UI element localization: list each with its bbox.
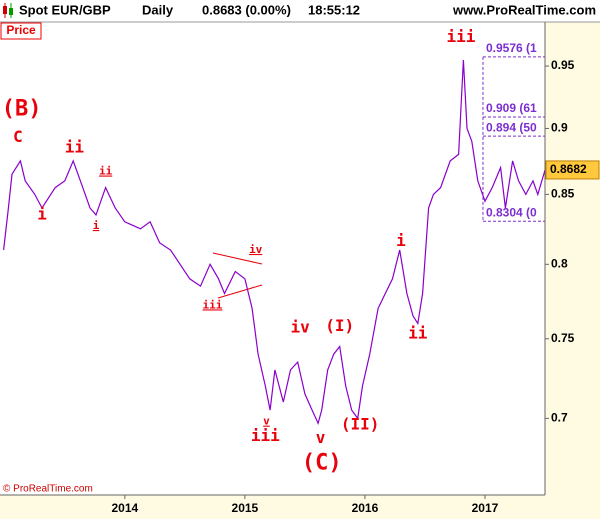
level-label: 0.9576 (1 — [486, 41, 537, 55]
x-tick-label: 2017 — [472, 501, 499, 515]
copyright: © ProRealTime.com — [3, 484, 93, 495]
wave-label: ii — [408, 324, 428, 343]
wave-label: i — [37, 204, 47, 223]
last-value-box — [545, 160, 600, 180]
wave-label: (C) — [302, 451, 342, 476]
wave-label: (B) — [2, 96, 42, 121]
header-bar — [0, 0, 600, 22]
wave-label: iii — [447, 27, 476, 46]
time: 18:55:12 — [308, 2, 360, 17]
wave-label: iv — [290, 318, 310, 337]
wave-label: (II) — [341, 414, 380, 433]
wave-label: iv — [249, 243, 263, 256]
quote: 0.8683 (0.00%) — [202, 2, 291, 17]
symbol: Spot EUR/GBP — [19, 2, 111, 17]
level-label: 0.894 (50 — [486, 120, 537, 134]
wave-label: C — [13, 127, 23, 146]
wave-label: iii — [251, 426, 280, 445]
x-tick-label: 2014 — [111, 501, 138, 515]
y-tick-label: 0.95 — [551, 58, 575, 72]
wave-label: ii — [65, 137, 85, 156]
y-tick-label: 0.7 — [551, 411, 568, 425]
level-label: 0.8304 (0 — [486, 205, 537, 219]
y-tick-label: 0.8 — [551, 256, 568, 270]
site: www.ProRealTime.com — [452, 2, 596, 17]
triangle-lines — [212, 252, 263, 299]
wave-label: (I) — [325, 316, 354, 335]
level-label: 0.909 (61 — [486, 101, 537, 115]
last-value-label: 0.8682 — [550, 162, 587, 176]
price-line — [3, 59, 545, 426]
x-tick-label: 2016 — [352, 501, 379, 515]
y-tick-label: 0.85 — [551, 187, 575, 201]
wave-label: i — [93, 219, 100, 232]
period: Daily — [142, 2, 174, 17]
y-tick-label: 0.75 — [551, 331, 575, 345]
plot-layer: 0.9576 (1 0.909 (61 0.894 (50 0.8304 (0 (B) C… — [2, 27, 545, 476]
plot-area — [0, 22, 545, 495]
wave-label: v — [316, 428, 326, 447]
x-tick-label: 2015 — [232, 501, 259, 515]
y-tick-label: 0.9 — [551, 121, 568, 135]
candle-icon — [3, 3, 13, 18]
wave-label: v — [263, 415, 270, 428]
panel-label-box — [0, 22, 42, 40]
wave-label: iii — [203, 298, 223, 311]
wave-label: i — [396, 231, 406, 250]
wave-label: ii — [99, 165, 113, 178]
panel-label: Price — [6, 23, 36, 37]
